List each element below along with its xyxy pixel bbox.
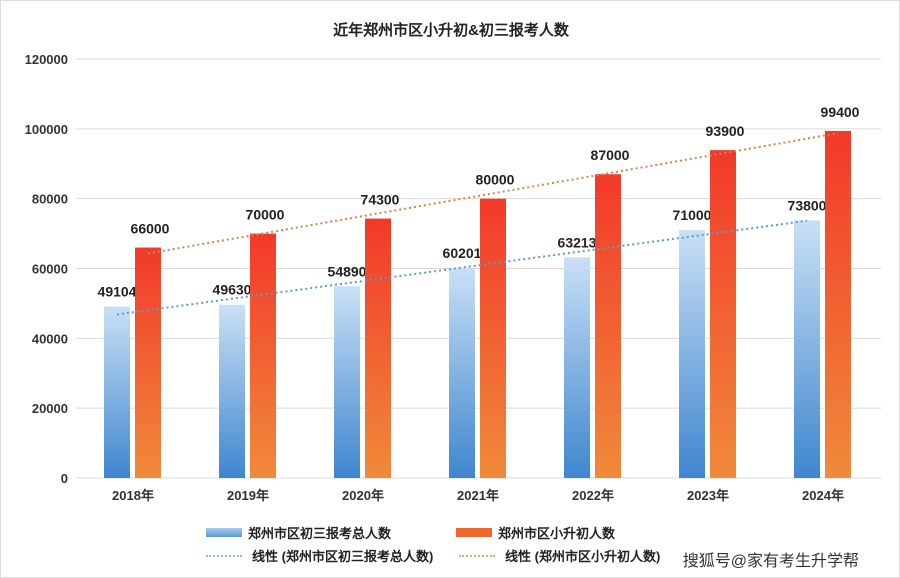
bar-chusan <box>679 230 705 478</box>
data-label: 99400 <box>821 104 860 120</box>
bar-chusan <box>104 306 130 478</box>
y-tick-label: 60000 <box>32 262 68 277</box>
legend-label: 郑州市区小升初人数 <box>498 526 616 541</box>
legend-label: 线性 (郑州市区小升初人数) <box>505 549 661 564</box>
legend-item-blue-trend: 线性 (郑州市区初三报考总人数) <box>206 546 433 565</box>
data-label: 49104 <box>98 284 137 300</box>
legend-label: 郑州市区初三报考总人数 <box>248 526 392 541</box>
y-tick-label: 0 <box>61 471 68 486</box>
bar-xiaoshengchu <box>365 218 391 479</box>
bar-xiaoshengchu <box>135 247 161 478</box>
y-tick-label: 40000 <box>32 331 68 346</box>
bar-xiaoshengchu <box>250 233 276 478</box>
x-tick-label: 2018年 <box>112 488 154 503</box>
y-tick-label: 80000 <box>32 192 68 207</box>
trendline-xiaoshengchu <box>147 132 839 255</box>
x-tick-label: 2024年 <box>802 488 844 503</box>
data-label: 74300 <box>361 192 400 208</box>
data-label: 93900 <box>706 123 745 139</box>
bar-chusan <box>449 267 475 478</box>
bar-xiaoshengchu <box>825 130 851 478</box>
legend-dotted-line-orange <box>459 554 495 557</box>
legend-label: 线性 (郑州市区初三报考总人数) <box>252 549 434 564</box>
trendline-chusan <box>116 219 808 316</box>
data-label: 60201 <box>443 245 482 261</box>
x-tick-label: 2021年 <box>457 488 499 503</box>
legend-swatch-blue <box>206 528 242 537</box>
x-tick-label: 2019年 <box>227 488 269 503</box>
data-label: 71000 <box>673 207 712 223</box>
data-label: 49630 <box>213 282 252 298</box>
x-tick-label: 2020年 <box>342 488 384 503</box>
bar-xiaoshengchu <box>595 174 621 478</box>
legend-item-blue: 郑州市区初三报考总人数 <box>206 523 391 542</box>
x-tick-label: 2023年 <box>687 488 729 503</box>
bar-chusan <box>794 220 820 478</box>
legend-swatch-orange <box>456 528 492 537</box>
data-label: 63213 <box>558 234 597 250</box>
bar-xiaoshengchu <box>480 198 506 478</box>
chart-title: 近年郑州市区小升初&初三报考人数 <box>333 22 569 39</box>
y-tick-label: 100000 <box>25 122 68 137</box>
legend-item-orange: 郑州市区小升初人数 <box>456 523 615 542</box>
data-label: 66000 <box>131 221 170 237</box>
legend-dotted-line-blue <box>206 554 242 557</box>
y-tick-label: 120000 <box>25 52 68 67</box>
x-tick-label: 2022年 <box>572 488 614 503</box>
bar-chusan <box>564 257 590 478</box>
data-label: 87000 <box>591 147 630 163</box>
bar-chusan <box>334 286 360 478</box>
data-label: 70000 <box>246 207 285 223</box>
watermark: 搜狐号@家有考生升学帮 <box>682 553 859 570</box>
bar-chusan <box>219 304 245 478</box>
data-label: 80000 <box>476 172 515 188</box>
data-label: 54890 <box>328 263 367 279</box>
data-label: 73800 <box>788 197 827 213</box>
bar-xiaoshengchu <box>710 150 736 478</box>
legend-item-orange-trend: 线性 (郑州市区小升初人数) <box>459 546 660 565</box>
y-tick-label: 20000 <box>32 401 68 416</box>
